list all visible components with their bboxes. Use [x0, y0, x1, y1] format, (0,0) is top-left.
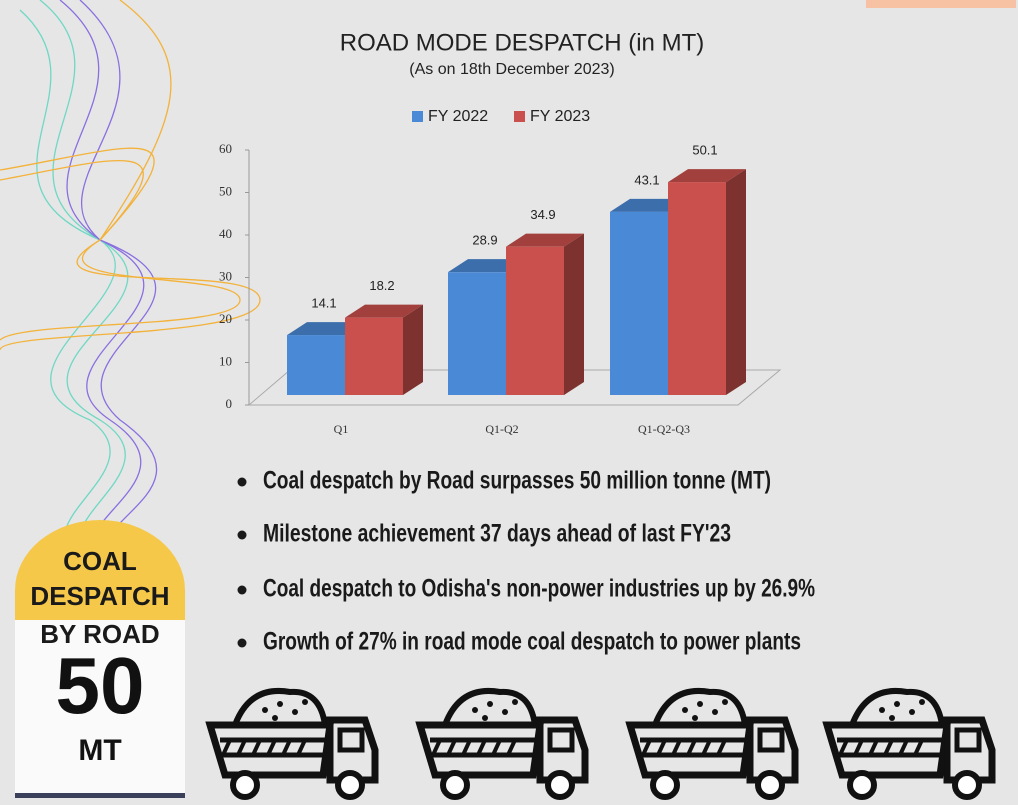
bullet-text: Milestone achievement 37 days ahead of l…	[263, 520, 731, 548]
bar-side	[726, 169, 746, 395]
bullet-text: Growth of 27% in road mode coal despatch…	[263, 628, 801, 656]
bar	[287, 335, 345, 395]
bullet-dot	[238, 531, 247, 540]
bullet-dot	[238, 586, 247, 595]
bar	[345, 318, 403, 395]
badge-unit: MT	[78, 734, 121, 767]
y-tick-label: 60	[219, 141, 232, 156]
y-tick-label: 50	[219, 183, 232, 198]
legend-label: FY 2022	[428, 108, 488, 125]
bar	[506, 247, 564, 395]
y-tick-label: 10	[219, 353, 232, 368]
bullet-dot	[238, 478, 247, 487]
bar-side	[403, 305, 423, 395]
chart-subtitle: (As on 18th December 2023)	[409, 61, 614, 78]
y-tick-label: 20	[219, 311, 232, 326]
bar	[448, 272, 506, 395]
value-label: 14.1	[311, 296, 336, 311]
bullet-dot	[238, 639, 247, 648]
value-label: 18.2	[369, 278, 394, 293]
legend-swatch	[514, 111, 525, 122]
x-tick-label: Q1	[334, 422, 349, 436]
chart-title: ROAD MODE DESPATCH (in MT)	[340, 29, 704, 56]
bullet-text: Coal despatch to Odisha's non-power indu…	[263, 575, 815, 603]
bullet-text: Coal despatch by Road surpasses 50 milli…	[263, 467, 771, 495]
value-label: 28.9	[472, 233, 497, 248]
badge-text: COAL	[63, 546, 137, 576]
y-tick-label: 40	[219, 226, 232, 241]
y-tick-label: 0	[226, 396, 233, 411]
x-tick-label: Q1-Q2-Q3	[638, 422, 690, 436]
badge-base	[15, 793, 185, 798]
x-tick-label: Q1-Q2	[485, 422, 518, 436]
y-tick-label: 30	[219, 268, 232, 283]
value-label: 50.1	[692, 143, 717, 158]
legend-swatch	[412, 111, 423, 122]
bar	[668, 182, 726, 395]
badge-number: 50	[56, 641, 145, 730]
legend-label: FY 2023	[530, 108, 590, 125]
value-label: 43.1	[634, 172, 659, 187]
bar	[610, 212, 668, 395]
value-label: 34.9	[530, 207, 555, 222]
infographic: COAL DESPATCH BY ROAD 50 MT ROAD MODE DE…	[0, 0, 1018, 805]
badge: COAL DESPATCH BY ROAD 50 MT	[15, 520, 185, 798]
corner-strip	[866, 0, 1016, 8]
badge-text: DESPATCH	[30, 581, 169, 611]
bar-side	[564, 234, 584, 395]
